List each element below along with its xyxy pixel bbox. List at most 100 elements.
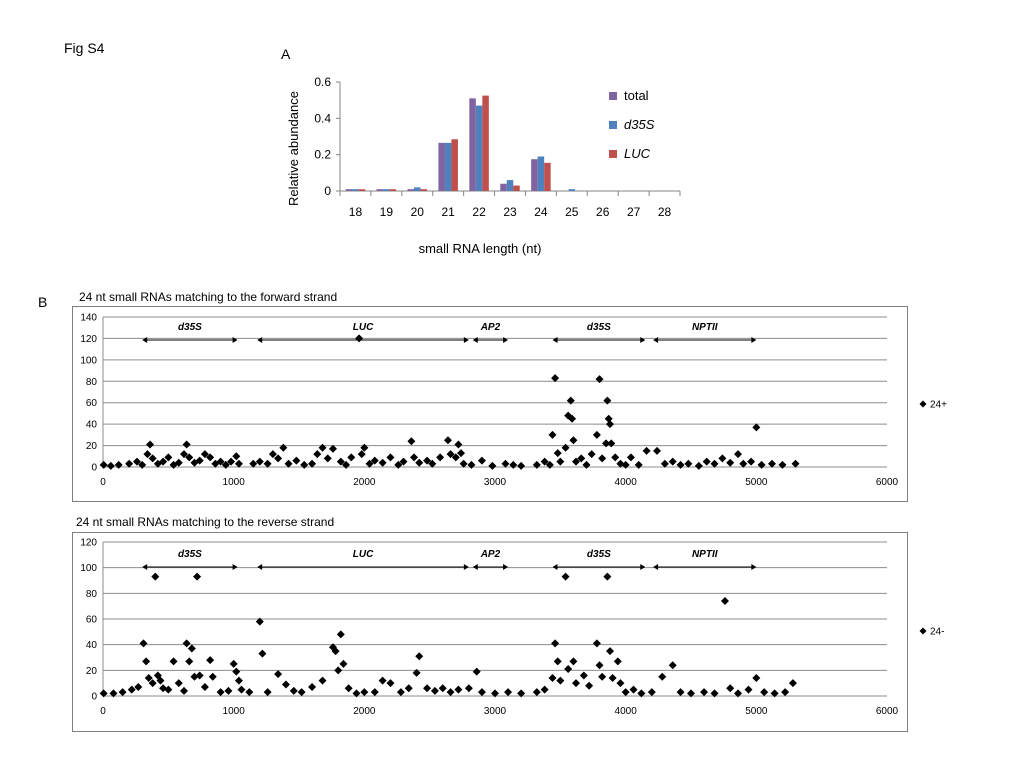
legend-swatch [609, 150, 617, 158]
data-point [477, 456, 486, 465]
panel-b-letter: B [38, 294, 48, 310]
data-point [572, 679, 581, 688]
data-point [342, 460, 351, 469]
data-point [687, 689, 695, 698]
annotation-label: d35S [587, 322, 611, 333]
panel-a-letter: A [281, 46, 291, 62]
data-point [404, 684, 413, 693]
data-point [245, 688, 254, 697]
arrowhead-left [257, 337, 263, 343]
data-point [396, 688, 405, 697]
bar [352, 189, 359, 191]
data-point [318, 443, 327, 452]
arrowhead-right [232, 564, 238, 570]
data-point [423, 684, 432, 693]
arrowhead-left [653, 564, 659, 570]
arrowhead-left [552, 564, 558, 570]
y-tick-label: 0.6 [314, 75, 331, 89]
legend-swatch [609, 92, 617, 100]
data-point [760, 688, 769, 697]
x-tick-label: 2000 [353, 706, 376, 717]
data-point [407, 437, 416, 446]
data-point [187, 644, 196, 653]
data-point [308, 459, 317, 468]
data-point [249, 459, 258, 468]
data-point [744, 685, 753, 694]
data-point [595, 375, 604, 384]
data-point [399, 457, 408, 466]
legend-swatch [609, 121, 617, 129]
data-point [517, 461, 526, 470]
data-point [504, 688, 513, 697]
annotation-label: AP2 [480, 322, 501, 333]
x-tick-label: 5000 [745, 477, 768, 488]
x-tick-label: 5000 [745, 706, 768, 717]
data-point [757, 460, 766, 469]
legend-label: LUC [624, 146, 651, 161]
data-point [284, 459, 293, 468]
data-point [684, 459, 693, 468]
data-point [621, 688, 630, 697]
data-point [274, 670, 283, 679]
bar [531, 159, 538, 191]
data-point [423, 456, 432, 465]
data-point [355, 334, 364, 343]
bar [500, 183, 507, 191]
data-point [488, 461, 497, 470]
data-point [255, 617, 264, 626]
y-tick-label: 140 [80, 313, 97, 324]
bar [469, 98, 476, 191]
data-point [556, 676, 565, 685]
x-tick-label: 0 [100, 706, 106, 717]
data-point [579, 671, 588, 680]
data-point [710, 459, 719, 468]
figure-label: Fig S4 [64, 40, 105, 56]
bar [438, 142, 445, 191]
bar [383, 189, 390, 191]
y-tick-label: 60 [86, 615, 98, 626]
data-point [328, 444, 337, 453]
data-point [109, 689, 118, 698]
arrowhead-right [640, 337, 646, 343]
data-point [415, 652, 424, 661]
data-point [611, 453, 620, 462]
arrowhead-left [142, 564, 148, 570]
data-point [153, 671, 162, 680]
data-point [206, 656, 215, 665]
data-point [603, 572, 612, 581]
data-point [668, 457, 677, 466]
arrowhead-right [503, 564, 509, 570]
arrowhead-right [751, 564, 757, 570]
annotation-label: LUC [353, 549, 374, 560]
legend-label: d35S [624, 117, 655, 132]
data-point [151, 572, 160, 581]
arrowhead-left [552, 337, 558, 343]
arrowhead-right [503, 337, 509, 343]
arrowhead-right [463, 564, 469, 570]
data-point [182, 639, 191, 648]
data-point [788, 679, 797, 688]
data-point [318, 676, 327, 685]
bar [389, 189, 397, 191]
annotation-label: NPTII [692, 549, 718, 560]
data-point [180, 450, 189, 459]
bar [376, 189, 384, 191]
data-point [781, 688, 790, 697]
data-point [297, 688, 306, 697]
data-point [676, 688, 685, 697]
x-tick-label: 2000 [353, 477, 376, 488]
data-point [572, 457, 581, 466]
data-point [153, 459, 162, 468]
data-point [328, 643, 337, 652]
data-point [360, 443, 369, 452]
x-tick-label: 21 [442, 205, 456, 219]
data-point [616, 679, 625, 688]
data-point [604, 414, 613, 423]
arrowhead-right [640, 564, 646, 570]
data-point [577, 454, 586, 463]
data-point [182, 440, 191, 449]
panel-b1-title: 24 nt small RNAs matching to the forward… [79, 290, 338, 304]
bar [444, 142, 452, 191]
data-point [352, 689, 361, 698]
annotation-label: d35S [178, 549, 202, 560]
